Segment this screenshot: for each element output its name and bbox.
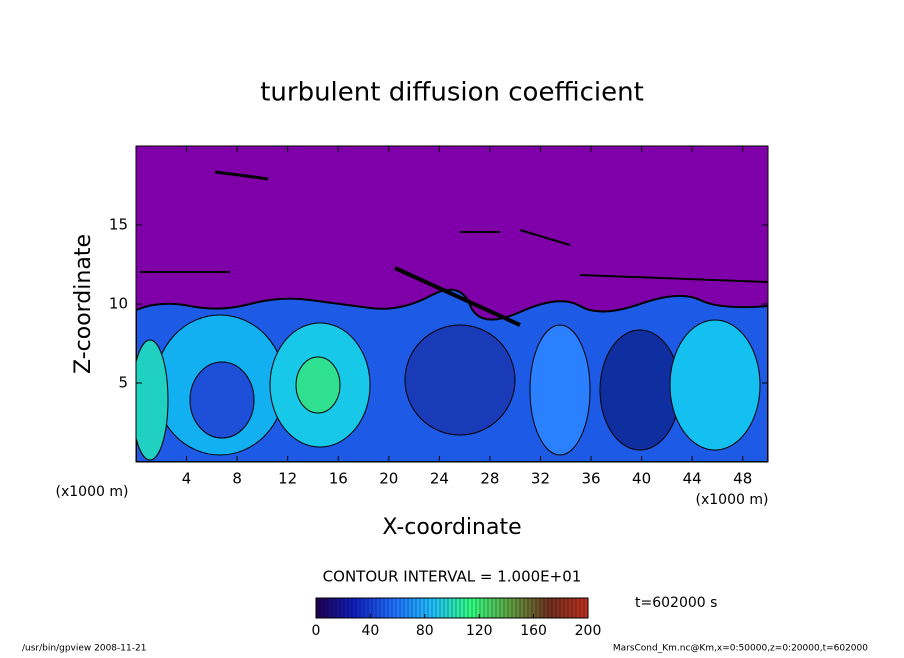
x-tick-label: 28 [480,470,499,488]
x-tick-label: 48 [733,470,752,488]
x-unit: (x1000 m) [696,492,769,508]
y-tick-label: 10 [109,295,128,313]
colorbar-tick-label: 200 [575,623,602,639]
footer-left: /usr/bin/gpview 2008-11-21 [22,644,146,654]
x-tick-label: 24 [430,470,449,488]
x-tick-label: 12 [278,470,297,488]
chart-title: turbulent diffusion coefficient [260,78,644,108]
colorbar-tick-label: 120 [466,623,493,639]
colorbar-tick-label: 160 [520,623,547,639]
eddy [136,339,169,461]
eddy [404,324,516,436]
eddy [295,356,341,414]
colorbar-tick-label: 40 [361,623,379,639]
eddy [189,361,255,439]
y-tick-label: 15 [109,216,128,234]
contour-streak [214,170,269,181]
x-axis-label: X-coordinate [382,515,521,540]
x-tick-label: 20 [379,470,398,488]
contour-interval: CONTOUR INTERVAL = 1.000E+01 [323,568,582,586]
x-tick-label: 8 [232,470,242,488]
contour-streak [394,266,521,327]
y-axis-label: Z-coordinate [71,234,96,374]
contour-streak [140,229,768,283]
x-tick-label: 44 [683,470,702,488]
field [136,146,768,462]
x-tick-label: 36 [581,470,600,488]
time-label: t=602000 s [635,595,717,611]
y-tick-label: 5 [118,374,128,392]
x-tick-label: 16 [329,470,348,488]
x-tick-label: 32 [531,470,550,488]
x-tick-label: 40 [632,470,651,488]
x-tick-label: 4 [182,470,192,488]
colorbar-tick-label: 80 [416,623,434,639]
colorbar [315,597,589,619]
eddy [669,319,761,451]
footer-right: MarsCond_Km.nc@Km,x=0:50000,z=0:20000,t=… [613,644,868,654]
y-unit: (x1000 m) [56,484,129,500]
eddy [599,329,681,451]
eddy [529,324,591,456]
colorbar-tick-label: 0 [312,623,321,639]
